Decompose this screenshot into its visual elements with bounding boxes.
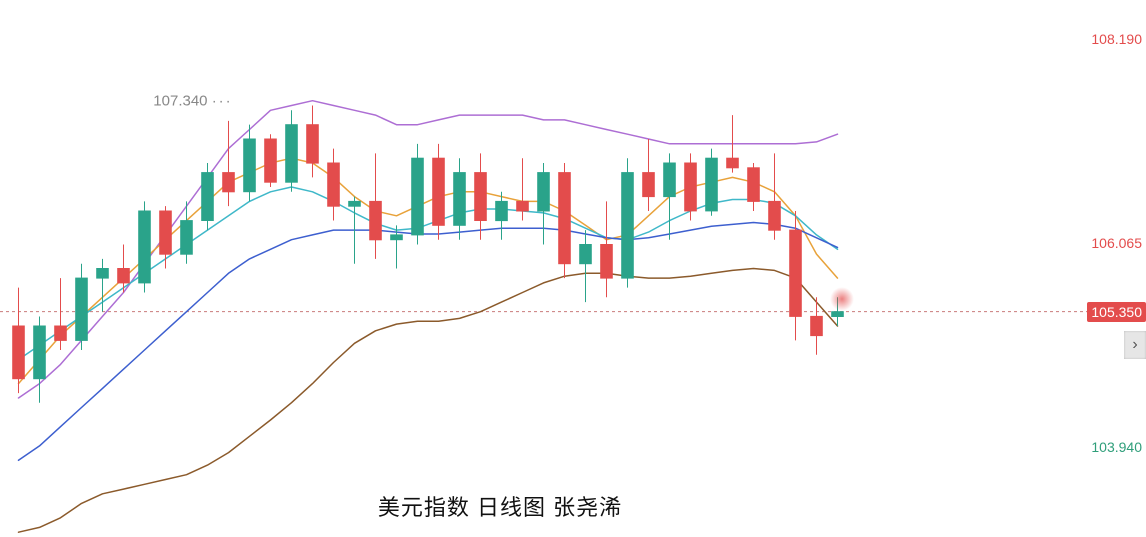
peak-price-label: 107.340 ··· <box>153 92 232 109</box>
candle <box>454 173 466 226</box>
candle <box>496 201 508 220</box>
candle <box>412 158 424 235</box>
candle <box>517 201 529 211</box>
candle <box>118 269 130 283</box>
candle <box>307 125 319 163</box>
candle <box>811 316 823 335</box>
candle <box>748 168 760 202</box>
y-axis-label: 106.065 <box>1091 235 1142 251</box>
chevron-right-icon: › <box>1132 336 1137 354</box>
candle <box>559 173 571 264</box>
candle <box>139 211 151 283</box>
candle <box>286 125 298 183</box>
candle <box>727 158 739 168</box>
candle <box>643 173 655 197</box>
candle <box>76 278 88 340</box>
candle <box>538 173 550 211</box>
candle <box>34 326 46 379</box>
candle <box>769 201 781 230</box>
candle <box>55 326 67 340</box>
candle <box>202 173 214 221</box>
candle <box>265 139 277 182</box>
candle <box>433 158 445 225</box>
candle <box>223 173 235 192</box>
candle <box>832 312 844 317</box>
chart-caption: 美元指数 日线图 张尧浠 <box>378 490 622 522</box>
candle <box>664 163 676 197</box>
chart-svg <box>0 0 1146 537</box>
candle <box>685 163 697 211</box>
scroll-right-button[interactable]: › <box>1124 331 1146 359</box>
candle <box>580 245 592 264</box>
candle <box>349 201 361 206</box>
candlestick-chart[interactable]: 105.350 107.340 ··· 美元指数 日线图 张尧浠 › 108.1… <box>0 0 1146 537</box>
candle <box>328 163 340 206</box>
y-axis-label: 103.940 <box>1091 439 1142 455</box>
candle <box>181 221 193 255</box>
y-axis-label: 108.190 <box>1091 31 1142 47</box>
candle <box>622 173 634 279</box>
candle <box>391 235 403 240</box>
candle <box>97 269 109 279</box>
candle <box>475 173 487 221</box>
current-price-tag: 105.350 <box>1087 302 1146 322</box>
candle <box>160 211 172 254</box>
candle <box>244 139 256 192</box>
candle <box>790 230 802 316</box>
candle <box>601 245 613 279</box>
candle <box>13 326 25 379</box>
candle <box>370 201 382 239</box>
candle <box>706 158 718 211</box>
